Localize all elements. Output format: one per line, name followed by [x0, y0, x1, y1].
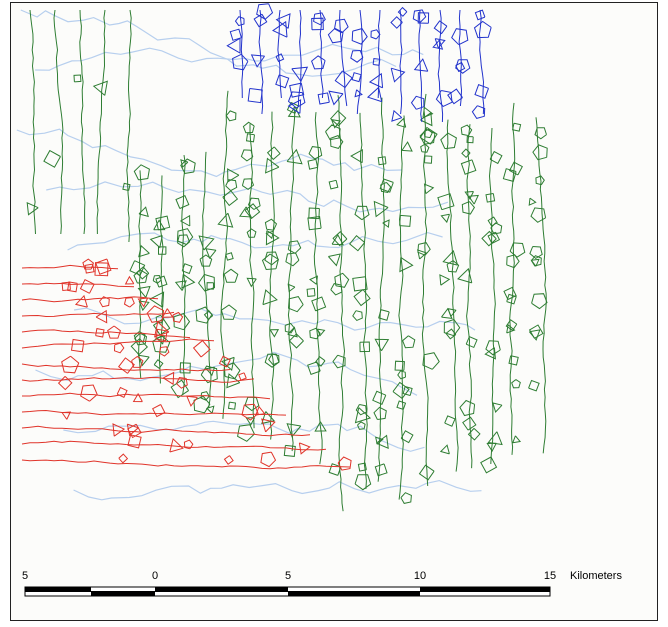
scale-bar-segment — [91, 591, 155, 596]
scale-bar-segment — [288, 591, 420, 596]
scale-bar-segment — [420, 587, 550, 592]
scale-label: 5 — [285, 570, 291, 582]
scale-label: 5 — [22, 570, 28, 582]
scale-label: 15 — [544, 570, 556, 582]
scale-unit: Kilometers — [570, 570, 622, 582]
map-frame: 5 0 5 10 15 Kilometers — [0, 0, 668, 627]
scale-label: 10 — [414, 570, 426, 582]
scale-bar-segment — [155, 587, 288, 592]
scale-label: 0 — [152, 570, 158, 582]
map-border — [11, 3, 658, 621]
scale-bar-segment — [25, 587, 91, 592]
